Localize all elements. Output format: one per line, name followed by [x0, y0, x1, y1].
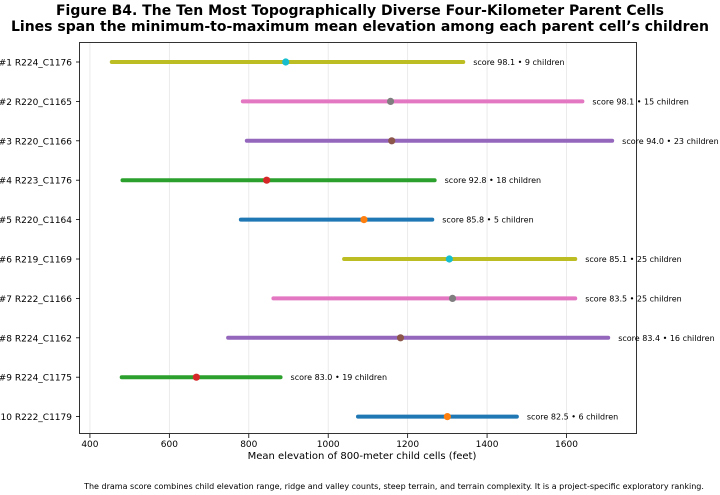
x-tick-label: 1200 [396, 440, 419, 450]
score-annotation: score 98.1 • 9 children [473, 58, 564, 67]
score-annotation: score 83.0 • 19 children [291, 373, 387, 382]
x-tick-label: 600 [161, 440, 178, 450]
score-annotation: score 82.5 • 6 children [527, 413, 618, 422]
footnote: The drama score combines child elevation… [83, 482, 704, 491]
y-tick-label: #6 R219_C1169 [0, 256, 72, 266]
score-annotation: score 94.0 • 23 children [622, 137, 718, 146]
y-tick-label: #7 R222_C1166 [0, 295, 72, 305]
mean-marker [388, 137, 396, 145]
x-axis: 400 600 800 1000 1200 1400 1600 [81, 434, 578, 450]
plot-frame [79, 42, 637, 434]
score-annotation: score 85.1 • 25 children [585, 255, 681, 264]
score-annotation: score 98.1 • 15 children [592, 97, 688, 106]
y-tick-label: #4 R223_C1176 [0, 177, 72, 187]
x-tick-label: 1000 [317, 440, 340, 450]
y-tick-label: #2 R220_C1165 [0, 98, 72, 108]
mean-marker [443, 413, 451, 421]
mean-marker [396, 334, 405, 342]
y-tick-label: #8 R224_C1162 [0, 334, 72, 344]
mean-marker [192, 373, 200, 381]
mean-marker [445, 255, 453, 263]
mean-marker [386, 97, 395, 105]
y-tick-label: #9 R224_C1175 [0, 374, 72, 384]
x-tick-label: 1600 [555, 440, 578, 450]
mean-marker [360, 216, 368, 224]
range-marks: score 98.1 • 9 children score 98.1 • 15 c… [109, 58, 719, 422]
y-tick-label: #1 R224_C1176 [0, 59, 72, 69]
score-annotation: score 83.5 • 25 children [585, 294, 681, 303]
x-tick-label: 1400 [476, 440, 499, 450]
mean-marker [263, 176, 271, 184]
y-tick-label: #10 R222_C1179 [0, 413, 72, 423]
score-annotation: score 83.4 • 16 children [618, 334, 714, 343]
chart-title: Figure B4. The Ten Most Topographically … [56, 3, 664, 19]
y-tick-label: #3 R220_C1166 [0, 137, 72, 147]
mean-marker [448, 294, 457, 302]
x-axis-label: Mean elevation of 800-meter child cells … [248, 451, 477, 462]
score-annotation: score 92.8 • 18 children [445, 176, 541, 185]
score-annotation: score 85.8 • 5 children [442, 216, 533, 225]
x-tick-label: 800 [240, 440, 257, 450]
mean-marker [282, 58, 290, 66]
x-tick-label: 400 [81, 440, 98, 450]
y-tick-label: #5 R220_C1164 [0, 216, 72, 226]
y-axis: #1 R224_C1176 #2 R220_C1165 #3 R220_C1166 #… [0, 59, 80, 423]
grid-lines [89, 43, 567, 434]
chart-subtitle: Lines span the minimum-to-maximum mean e… [11, 19, 709, 35]
